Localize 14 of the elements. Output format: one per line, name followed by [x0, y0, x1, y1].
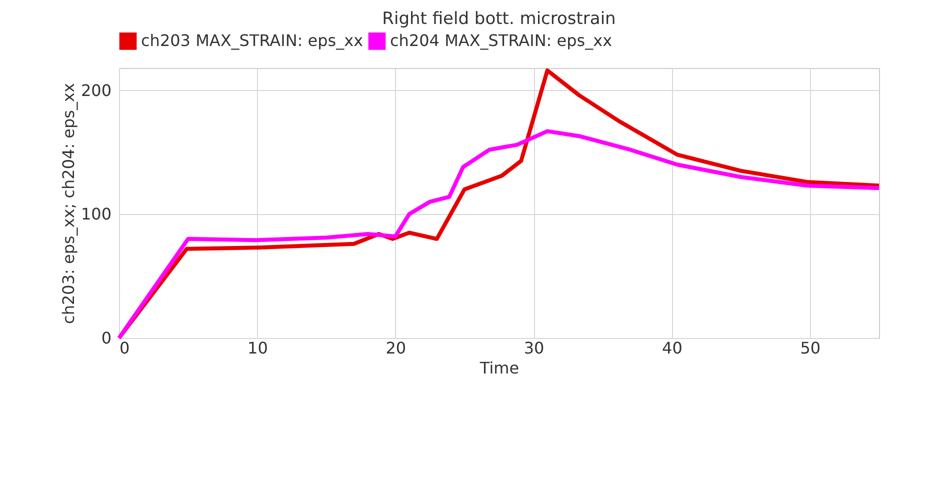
x-tick-label: 10 — [248, 338, 268, 358]
y-axis-title: ch203: eps_xx; ch204: eps_xx — [58, 83, 78, 324]
y-tick-label: 200 — [80, 80, 112, 100]
legend-label: ch204 MAX_STRAIN: eps_xx — [390, 31, 612, 50]
y-tick-label: 100 — [80, 204, 112, 224]
x-tick-label: 40 — [662, 338, 682, 358]
x-tick-label: 0 — [120, 338, 130, 358]
legend-label: ch203 MAX_STRAIN: eps_xx — [141, 31, 364, 50]
x-tick-label: 20 — [386, 338, 406, 358]
x-axis-title: Time — [478, 358, 520, 378]
chart-title: Right field bott. microstrain — [382, 9, 616, 29]
x-tick-label: 30 — [524, 338, 544, 358]
x-tick-label: 50 — [800, 338, 821, 358]
line-series — [117, 68, 881, 340]
